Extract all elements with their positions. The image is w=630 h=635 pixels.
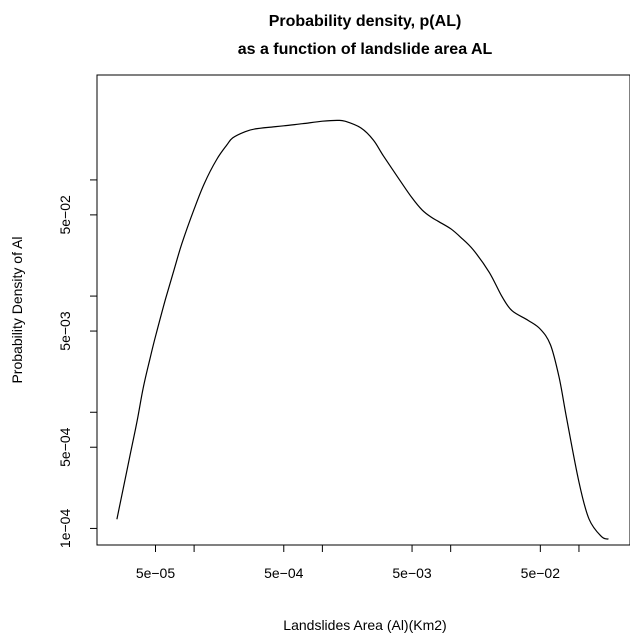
density-curve	[116, 119, 609, 540]
y-axis: 1e−04 5e−04 5e−03 5e−02	[57, 179, 97, 549]
chart-subtitle: as a function of landslide area AL	[238, 41, 493, 58]
y-tick-label: 5e−02	[57, 195, 73, 235]
chart-title: Probability density, p(AL)	[269, 13, 462, 30]
plot-area	[96, 74, 630, 546]
x-tick-label: 5e−04	[264, 565, 304, 581]
y-tick-label: 5e−04	[57, 427, 73, 467]
y-axis-label: Probability Density of Al	[9, 236, 25, 383]
x-tick-label: 5e−03	[392, 565, 432, 581]
y-tick-label: 1e−04	[57, 509, 73, 549]
x-tick-label: 5e−05	[136, 565, 176, 581]
x-tick-label: 5e−02	[521, 565, 561, 581]
x-axis: 5e−05 5e−04 5e−03 5e−02	[136, 545, 580, 581]
x-axis-label: Landslides Area (Al)(Km2)	[283, 617, 446, 633]
y-tick-label: 5e−03	[57, 311, 73, 351]
